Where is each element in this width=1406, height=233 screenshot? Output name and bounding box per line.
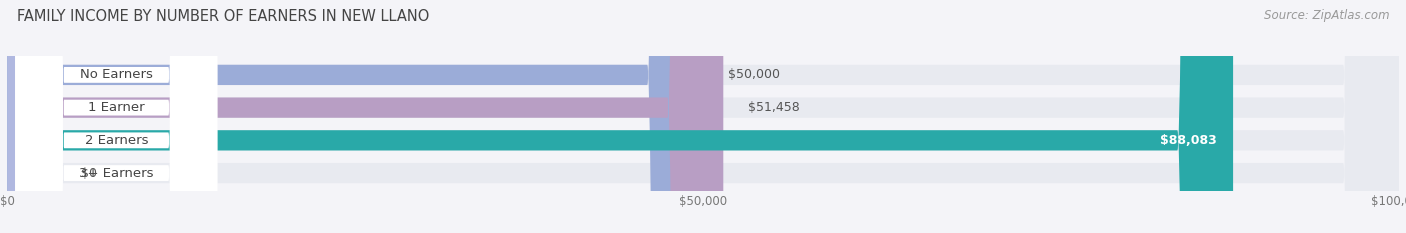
FancyBboxPatch shape (7, 0, 1399, 233)
FancyBboxPatch shape (7, 0, 1399, 233)
FancyBboxPatch shape (7, 0, 1399, 233)
Text: $88,083: $88,083 (1160, 134, 1216, 147)
Text: Source: ZipAtlas.com: Source: ZipAtlas.com (1264, 9, 1389, 22)
FancyBboxPatch shape (15, 0, 217, 233)
FancyBboxPatch shape (15, 0, 217, 233)
FancyBboxPatch shape (15, 0, 217, 233)
Text: $51,458: $51,458 (748, 101, 800, 114)
Text: 3+ Earners: 3+ Earners (79, 167, 153, 180)
FancyBboxPatch shape (7, 0, 703, 233)
FancyBboxPatch shape (7, 0, 56, 233)
Text: No Earners: No Earners (80, 69, 153, 81)
FancyBboxPatch shape (7, 0, 723, 233)
FancyBboxPatch shape (7, 0, 1399, 233)
FancyBboxPatch shape (15, 0, 217, 233)
Text: $50,000: $50,000 (728, 69, 780, 81)
Text: 2 Earners: 2 Earners (84, 134, 148, 147)
Text: FAMILY INCOME BY NUMBER OF EARNERS IN NEW LLANO: FAMILY INCOME BY NUMBER OF EARNERS IN NE… (17, 9, 429, 24)
Text: $0: $0 (80, 167, 97, 180)
FancyBboxPatch shape (7, 0, 1233, 233)
Text: 1 Earner: 1 Earner (89, 101, 145, 114)
